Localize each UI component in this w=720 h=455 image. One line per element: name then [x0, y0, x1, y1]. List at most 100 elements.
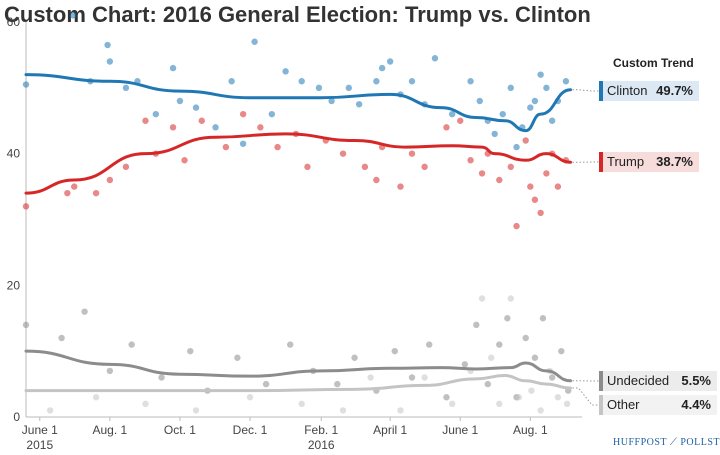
other-point	[46, 407, 54, 414]
undecided-point	[391, 347, 398, 355]
legend-other[interactable]: Other 4.4%	[599, 395, 717, 415]
clinton-point	[548, 117, 556, 124]
other-point	[537, 407, 544, 414]
clinton-point	[212, 124, 219, 131]
trump-point	[304, 163, 311, 171]
other-trend-line	[24, 374, 573, 393]
other-point	[142, 400, 149, 408]
undecided-point	[58, 334, 65, 342]
trump-point	[537, 209, 544, 217]
undecided-point	[158, 374, 165, 381]
clinton-connector	[572, 89, 599, 92]
legend-trump-name: Trump	[607, 154, 645, 169]
clinton-point	[562, 78, 570, 85]
clinton-point	[315, 84, 323, 92]
clinton-point	[228, 78, 235, 85]
clinton-point	[531, 97, 539, 105]
clinton-point	[122, 84, 130, 92]
chart-title: Custom Chart: 2016 General Election: Tru…	[4, 2, 591, 27]
other-point	[496, 400, 503, 408]
y-tick-label: 20	[7, 278, 21, 292]
trump-point	[522, 137, 529, 144]
clinton-point	[467, 78, 474, 85]
clinton-point	[22, 81, 30, 88]
brand-logo: HUFFPOST ⟋ POLLSTER	[613, 437, 720, 448]
trump-point	[457, 117, 464, 124]
undecided-point	[262, 380, 270, 388]
trump-point	[527, 183, 534, 190]
other-point	[528, 387, 535, 394]
clinton-point	[192, 104, 200, 111]
trump-point	[543, 170, 550, 177]
data-points	[22, 12, 572, 414]
clinton-point	[513, 143, 520, 151]
other-point	[515, 394, 523, 401]
clinton-point	[268, 110, 276, 118]
legend-trump[interactable]: Trump 38.7%	[599, 152, 699, 172]
legend-other-value: 4.4%	[681, 397, 711, 412]
trump-point	[513, 222, 520, 230]
clinton-point	[69, 12, 77, 19]
legend-undecided-value: 5.5%	[681, 373, 711, 388]
clinton-point	[476, 97, 483, 105]
clinton-point	[355, 101, 363, 108]
clinton-point	[298, 78, 305, 85]
x-tick-label: June 1	[22, 423, 58, 437]
other-connector	[572, 387, 599, 406]
undecided-point	[334, 380, 341, 388]
undecided-point	[287, 341, 294, 348]
x-tick-year: 2015	[26, 438, 53, 452]
other-point	[339, 407, 347, 414]
undecided-point	[351, 354, 358, 361]
clinton-point	[251, 38, 258, 45]
trump-point	[64, 189, 71, 197]
legend-connectors	[572, 89, 599, 406]
clinton-point	[169, 64, 177, 72]
x-tick-label: Aug. 1	[93, 423, 128, 437]
brand-huffpost: HUFFPOST	[613, 437, 667, 448]
x-tick-year: 2016	[308, 438, 335, 452]
undecided-point	[504, 315, 511, 322]
trump-point	[22, 203, 30, 210]
x-tick-label: Feb. 1	[304, 423, 338, 437]
trump-point	[421, 163, 428, 171]
clinton-point	[543, 84, 550, 92]
legend-undecided-swatch	[599, 371, 603, 391]
x-tick-label: June 1	[442, 423, 478, 437]
undecided-point	[22, 321, 30, 329]
legend-other-name: Other	[607, 397, 640, 412]
legend-undecided-name: Undecided	[607, 373, 670, 388]
clinton-trend-line	[24, 73, 573, 133]
clinton-point	[104, 41, 111, 49]
clinton-point	[507, 84, 514, 92]
legend-trump-swatch	[599, 152, 603, 172]
x-tick-label: April 1	[373, 423, 407, 437]
undecided-point	[426, 341, 433, 348]
brand-pollster: POLLSTER	[680, 437, 720, 448]
x-tick-label: Dec. 1	[233, 423, 268, 437]
undecided-point	[484, 380, 492, 388]
trump-point	[181, 157, 188, 164]
undecided-point	[548, 374, 556, 381]
trump-point	[507, 163, 514, 171]
legend-undecided[interactable]: Undecided 5.5%	[599, 371, 717, 391]
clinton-point	[282, 68, 289, 75]
clinton-point	[491, 130, 498, 138]
other-point	[421, 374, 428, 381]
y-tick-label: 40	[7, 147, 21, 161]
trump-point	[122, 163, 130, 171]
undecided-point	[128, 341, 135, 348]
other-point	[246, 394, 254, 401]
undecided-point	[106, 367, 114, 375]
other-point	[92, 394, 100, 401]
other-point	[192, 407, 200, 414]
trump-point	[531, 196, 539, 203]
trump-point	[92, 189, 100, 197]
undecided-point	[234, 354, 241, 361]
other-point	[478, 295, 486, 302]
clinton-point	[373, 78, 380, 85]
trump-point	[373, 176, 380, 184]
legend-clinton[interactable]: Clinton 49.7%	[599, 81, 699, 101]
trump-point	[71, 183, 78, 190]
